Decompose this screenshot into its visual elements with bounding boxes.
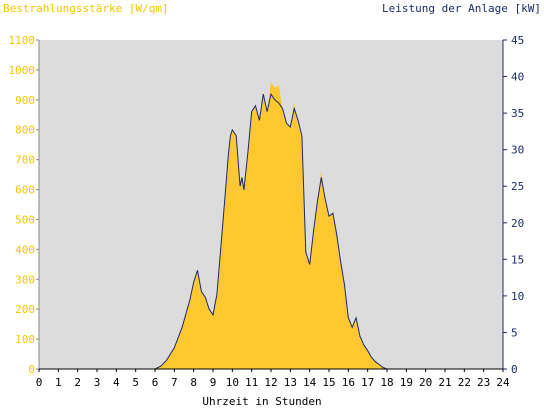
x-tick-labels: 0 1 2 3 4 5 6 7 8 9 10 11 12 13 14 15 16 17 18 19 20 21 22 23 24: [36, 369, 510, 389]
y-left-tick-600: 600: [15, 184, 35, 197]
y-right-tick-40: 40: [511, 71, 524, 84]
y-left-tick-400: 400: [15, 243, 35, 256]
x-tick-15: 15: [322, 376, 335, 389]
x-tick-16: 16: [342, 376, 355, 389]
y-left-tick-800: 800: [15, 124, 35, 137]
y-right-tick-45: 45: [511, 34, 524, 47]
y-left-tick-100: 100: [15, 333, 35, 346]
y-right-tick-0: 0: [511, 363, 518, 376]
x-tick-24: 24: [496, 376, 510, 389]
x-tick-18: 18: [380, 376, 393, 389]
y-right-tick-30: 30: [511, 144, 524, 157]
y-left-tick-0: 0: [28, 363, 35, 376]
series-power-line: [39, 92, 503, 370]
y-right-tick-25: 25: [511, 180, 524, 193]
y-right-tick-15: 15: [511, 253, 524, 266]
y-left-tick-300: 300: [15, 273, 35, 286]
y-right-tick-10: 10: [511, 290, 524, 303]
series-irradiance-area: [39, 81, 503, 370]
y-right-tick-5: 5: [511, 326, 518, 339]
x-tick-3: 3: [94, 376, 101, 389]
x-tick-1: 1: [55, 376, 62, 389]
chart-title-right: Leistung der Anlage [kW]: [382, 2, 541, 15]
x-tick-10: 10: [226, 376, 239, 389]
x-tick-23: 23: [477, 376, 490, 389]
x-tick-13: 13: [284, 376, 297, 389]
y-right-tick-labels: 0 5 10 15 20 25 30 35 40 45: [503, 34, 524, 376]
x-tick-21: 21: [438, 376, 451, 389]
y-left-tick-labels: 0 100 200 300 400 500 600 700 800 900 1000 1100: [9, 34, 39, 376]
y-left-tick-900: 900: [15, 94, 35, 107]
x-tick-12: 12: [264, 376, 277, 389]
y-right-tick-35: 35: [511, 107, 524, 120]
y-left-tick-1000: 1000: [9, 64, 36, 77]
x-tick-11: 11: [245, 376, 258, 389]
x-tick-7: 7: [171, 376, 178, 389]
x-tick-9: 9: [210, 376, 217, 389]
y-right-tick-20: 20: [511, 217, 524, 230]
y-left-tick-500: 500: [15, 213, 35, 226]
x-tick-14: 14: [303, 376, 317, 389]
y-left-tick-700: 700: [15, 154, 35, 167]
x-axis-label: Uhrzeit in Stunden: [202, 395, 321, 408]
x-tick-4: 4: [113, 376, 120, 389]
x-tick-6: 6: [152, 376, 159, 389]
x-tick-17: 17: [361, 376, 374, 389]
x-tick-19: 19: [400, 376, 413, 389]
x-tick-2: 2: [74, 376, 81, 389]
x-tick-5: 5: [132, 376, 139, 389]
y-left-tick-1100: 1100: [9, 34, 36, 47]
x-tick-20: 20: [419, 376, 432, 389]
x-tick-0: 0: [36, 376, 43, 389]
x-tick-8: 8: [190, 376, 197, 389]
chart-title-left: Bestrahlungsstärke [W/qm]: [3, 2, 169, 15]
y-left-tick-200: 200: [15, 303, 35, 316]
x-tick-22: 22: [458, 376, 471, 389]
